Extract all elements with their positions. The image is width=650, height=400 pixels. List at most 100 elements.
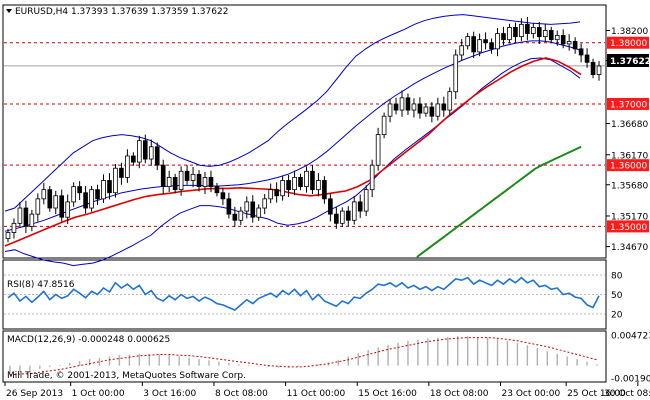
candle-body: [125, 155, 130, 178]
candle: [166, 170, 172, 193]
candle: [501, 26, 506, 46]
candle: [578, 43, 584, 63]
candle: [142, 134, 148, 164]
candle: [125, 149, 130, 183]
candle: [11, 218, 17, 239]
candle-body: [268, 189, 273, 200]
candle: [23, 200, 29, 234]
candle-body: [262, 198, 268, 209]
candle: [83, 185, 88, 214]
candle: [423, 103, 429, 117]
candle-body: [280, 180, 285, 197]
candle: [292, 170, 297, 196]
candle: [148, 139, 154, 166]
candle-body: [542, 30, 548, 38]
candle-body: [23, 207, 29, 227]
candle: [131, 152, 136, 166]
candle-body: [238, 210, 244, 221]
level-label-1.35000: 1.35000: [610, 223, 647, 233]
candle-body: [208, 177, 214, 187]
candle-body: [519, 23, 524, 38]
candle: [584, 48, 590, 68]
candle: [495, 28, 500, 57]
time-label: 15 Oct 16:00: [358, 389, 417, 399]
level-tag-1.35000: [607, 220, 649, 233]
candle-body: [393, 103, 399, 111]
candle: [351, 195, 357, 225]
candle-body: [160, 164, 166, 187]
candle: [519, 18, 524, 41]
candle: [381, 112, 387, 139]
candle: [471, 31, 476, 59]
candle: [29, 209, 35, 232]
candle: [119, 162, 124, 185]
candle: [435, 97, 441, 121]
candle-body: [548, 30, 554, 41]
candle: [531, 23, 536, 39]
candle-body: [501, 33, 506, 41]
candle-body: [184, 170, 190, 181]
candle-body: [5, 232, 11, 240]
price-tick-1.36680: 1.36680: [611, 120, 648, 130]
candle: [268, 183, 273, 204]
time-label: 8 Oct 08:00: [215, 389, 268, 399]
level-tag-1.38000: [607, 36, 649, 49]
time-label: 11 Oct 00:00: [287, 389, 346, 399]
level-label-1.37000: 1.37000: [610, 100, 647, 110]
candle-body: [584, 54, 590, 63]
candle: [328, 193, 333, 222]
candle: [202, 171, 208, 194]
candle-body: [489, 42, 494, 50]
rsi-line: [7, 276, 600, 312]
candle: [357, 194, 363, 218]
candle-body: [459, 45, 465, 56]
candle: [453, 49, 459, 100]
candle-body: [298, 177, 303, 187]
candle: [310, 165, 315, 194]
price-tick-1.36170: 1.36170: [611, 151, 648, 161]
bollinger-lower-line: [4, 57, 581, 267]
candle-body: [334, 213, 339, 224]
candle: [399, 90, 405, 117]
candle-body: [137, 140, 142, 163]
candle-body: [286, 180, 291, 191]
candle: [441, 96, 447, 117]
candle-body: [441, 103, 447, 111]
candle: [334, 207, 339, 229]
rsi-label: RSI(8) 47.8516: [7, 280, 75, 290]
candle: [429, 102, 435, 123]
symbol-dropdown-icon[interactable]: [6, 9, 12, 13]
candle-body: [53, 195, 59, 209]
candle: [113, 163, 118, 198]
candle: [226, 192, 232, 219]
candle: [77, 181, 82, 201]
candle: [17, 201, 23, 228]
level-tag-1.36000: [607, 159, 649, 172]
candle-body: [572, 41, 578, 50]
candle-body: [196, 173, 202, 187]
candle-body: [381, 115, 387, 135]
candle-body: [113, 167, 118, 194]
candle-body: [387, 103, 393, 117]
current-price-label: 1.37622: [610, 57, 650, 67]
rsi-tick-80: 80: [611, 272, 623, 282]
candle: [363, 185, 369, 216]
candle: [220, 187, 226, 205]
candle-body: [554, 34, 560, 41]
candle-body: [304, 170, 309, 187]
price-tick-1.38200: 1.38200: [611, 27, 648, 37]
candle: [250, 195, 256, 223]
candle: [465, 32, 470, 50]
price-pane-frame: [2, 4, 607, 259]
candle: [304, 166, 309, 193]
candle-body: [148, 146, 154, 160]
candle: [393, 97, 399, 115]
candle-body: [537, 27, 542, 38]
candle-body: [560, 34, 566, 45]
candle: [190, 167, 196, 188]
candle: [411, 98, 417, 118]
candle: [184, 165, 190, 185]
candle: [154, 142, 160, 171]
candle-body: [531, 27, 536, 34]
